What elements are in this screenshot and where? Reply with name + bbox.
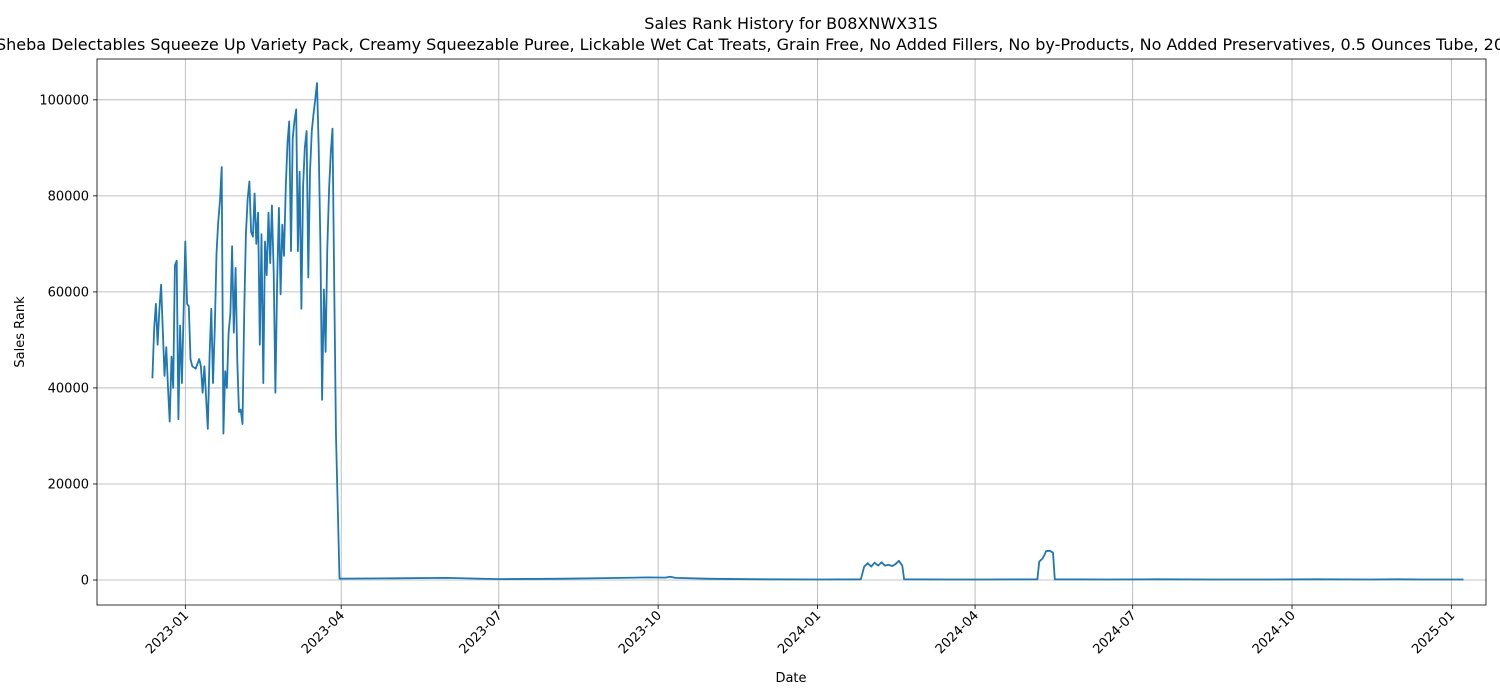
chart-title: Sales Rank History for B08XNWX31S <box>644 14 937 33</box>
series-layer <box>151 82 1464 581</box>
axes-frame <box>96 58 1487 606</box>
x-axis-label: Date <box>775 671 806 686</box>
chart-subtitle: Sheba Delectables Squeeze Up Variety Pac… <box>0 35 1500 54</box>
y-tick-label: 60000 <box>48 285 89 300</box>
y-axis-ticks: 0 20000 40000 60000 80000 100000 <box>39 93 97 589</box>
y-axis-label: Sales Rank <box>13 296 28 368</box>
y-tick-label: 40000 <box>48 381 89 396</box>
y-tick-label: 100000 <box>39 93 89 108</box>
y-tick-label: 80000 <box>48 189 89 204</box>
plot-area-border <box>96 58 1487 606</box>
y-tick-label: 20000 <box>48 477 89 492</box>
sales-rank-line <box>151 82 1464 581</box>
y-tick-label: 0 <box>81 574 89 589</box>
